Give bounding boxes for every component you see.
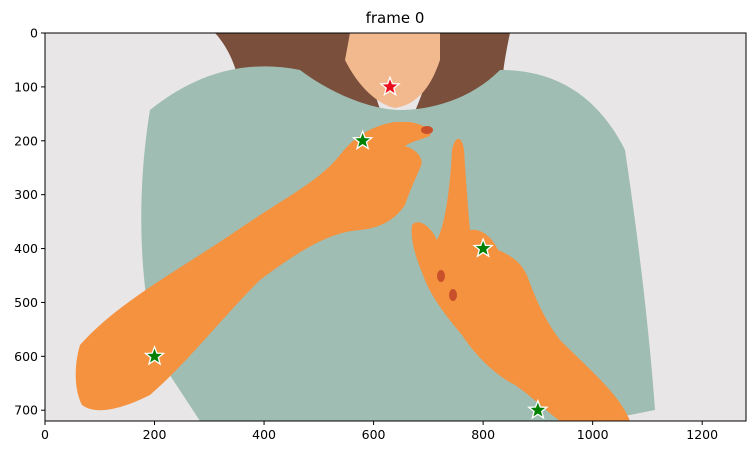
positive-point-marker	[527, 398, 549, 420]
positive-point-marker	[143, 344, 166, 366]
axes-frame	[44, 32, 747, 422]
y-tick-label: 100	[14, 79, 38, 94]
y-tick-label: 400	[14, 241, 38, 256]
fingernail	[449, 289, 457, 301]
fingernail	[437, 270, 445, 282]
x-tick-label: 200	[143, 427, 167, 442]
arm-mask-left	[75, 122, 431, 411]
arm-mask-right	[411, 138, 630, 421]
x-tick-label: 800	[471, 427, 495, 442]
y-axis: 0 100 200 300 400 500 600 700	[14, 26, 45, 418]
x-tick-label: 1200	[686, 427, 718, 442]
fingernail	[421, 126, 433, 134]
x-tick-label: 1000	[577, 427, 609, 442]
y-tick-label: 300	[14, 187, 38, 202]
frame-image	[45, 33, 746, 421]
positive-point-marker	[472, 237, 494, 258]
point-markers	[143, 75, 549, 420]
chart-title: frame 0	[366, 9, 425, 27]
y-tick-label: 600	[14, 349, 38, 364]
y-tick-label: 500	[14, 295, 38, 310]
positive-point-marker	[351, 129, 374, 150]
x-axis: 0 200 400 600 800 1000 1200	[41, 421, 718, 442]
y-tick-label: 700	[14, 403, 38, 418]
y-tick-label: 200	[14, 133, 38, 148]
x-tick-label: 0	[41, 427, 49, 442]
x-tick-label: 600	[362, 427, 386, 442]
x-tick-label: 400	[252, 427, 276, 442]
neck	[345, 33, 440, 108]
y-tick-label: 0	[30, 26, 38, 41]
negative-point-marker	[379, 75, 401, 97]
